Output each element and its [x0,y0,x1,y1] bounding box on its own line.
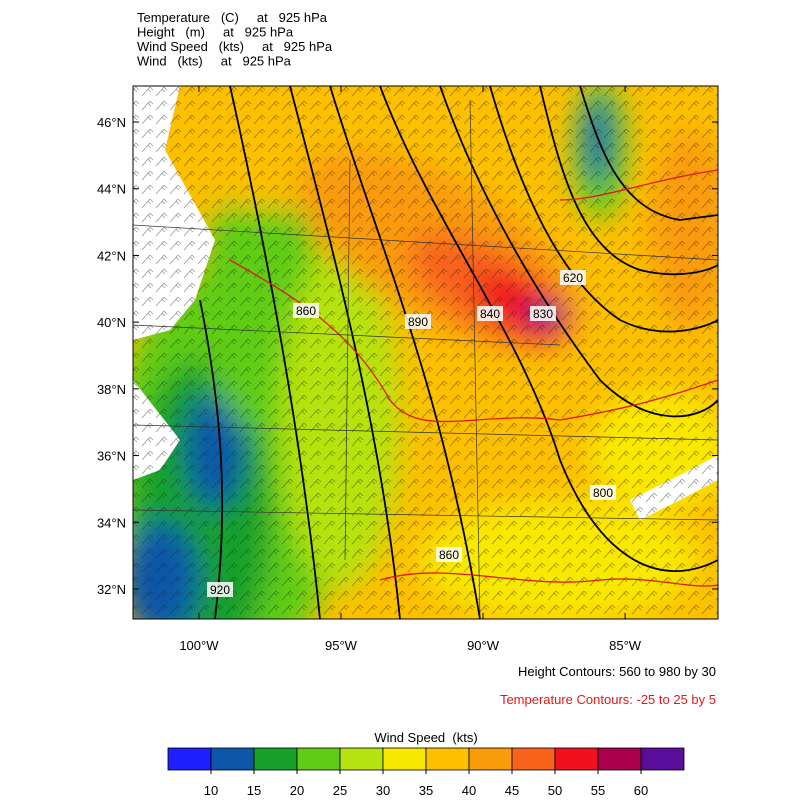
colorbar-label: 40 [462,783,476,798]
lat-tick-label: 36°N [97,449,126,464]
contour-label-box [293,303,319,318]
contour-label: 840 [480,307,500,321]
colorbar-label: 50 [548,783,562,798]
colorbar-box [296,747,341,771]
colorbar-label: 45 [505,783,519,798]
colorbar-label: 15 [247,783,261,798]
map-frame [132,85,719,620]
header-line: Wind Speed (kts) at 925 hPa [137,39,333,54]
lat-tick-label: 38°N [97,382,126,397]
lon-tick-label: 85°W [609,638,642,653]
colorbar-box [167,747,212,771]
colorbar-box [597,747,642,771]
contour-label: 620 [563,271,583,285]
contour-labels: 860 890 840 830 620 800 860 920 [207,270,616,597]
contour-label-box [477,306,503,321]
colorbar-label: 55 [591,783,605,798]
contour-label-box [590,485,616,500]
colorbar-label: 60 [634,783,648,798]
contour-label: 920 [210,583,230,597]
contour-label: 860 [439,548,459,562]
colorbar-label: 35 [419,783,433,798]
contour-label-box [530,306,556,321]
colorbar-box [554,747,599,771]
temperature-note: Temperature Contours: -25 to 25 by 5 [500,692,716,707]
header-line: Height (m) at 925 hPa [137,25,294,40]
colorbar-box [425,747,470,771]
colorbar-box [339,747,384,771]
colorbar-label: 20 [290,783,304,798]
map-field [133,86,718,619]
colorbar-box [640,747,685,771]
colorbar: 10 15 20 25 30 35 40 45 50 55 60 [167,747,685,798]
contour-label: 830 [533,307,553,321]
colorbar-title: Wind Speed (kts) [374,730,477,745]
contour-label: 800 [593,486,613,500]
lat-tick-label: 34°N [97,515,126,530]
lat-tick-label: 32°N [97,582,126,597]
lat-tick-label: 44°N [97,182,126,197]
contour-label-box [405,314,431,329]
height-note: Height Contours: 560 to 980 by 30 [518,664,716,679]
colorbar-box [511,747,556,771]
lon-tick-label: 95°W [325,638,358,653]
header-line: Temperature (C) at 925 hPa [137,10,328,25]
lon-tick-label: 100°W [179,638,219,653]
contour-label-box [560,270,586,285]
lat-tick-label: 40°N [97,315,126,330]
colorbar-box [382,747,427,771]
colorbar-label: 30 [376,783,390,798]
contour-label: 890 [408,315,428,329]
axes: 100°W 95°W 90°W 85°W 32°N 34°N 36°N 38°N 40°N 42°… [97,86,718,653]
colorbar-label: 25 [333,783,347,798]
colorbar-box [253,747,298,771]
header-line: Wind (kts) at 925 hPa [137,54,292,69]
colorbar-box [468,747,513,771]
colorbar-label: 10 [204,783,218,798]
contour-label-box [436,547,462,562]
lat-tick-label: 46°N [97,115,126,130]
lon-tick-label: 90°W [467,638,500,653]
contour-label-box [207,582,233,597]
colorbar-box [210,747,255,771]
lat-tick-label: 42°N [97,248,126,263]
contour-label: 860 [296,304,316,318]
